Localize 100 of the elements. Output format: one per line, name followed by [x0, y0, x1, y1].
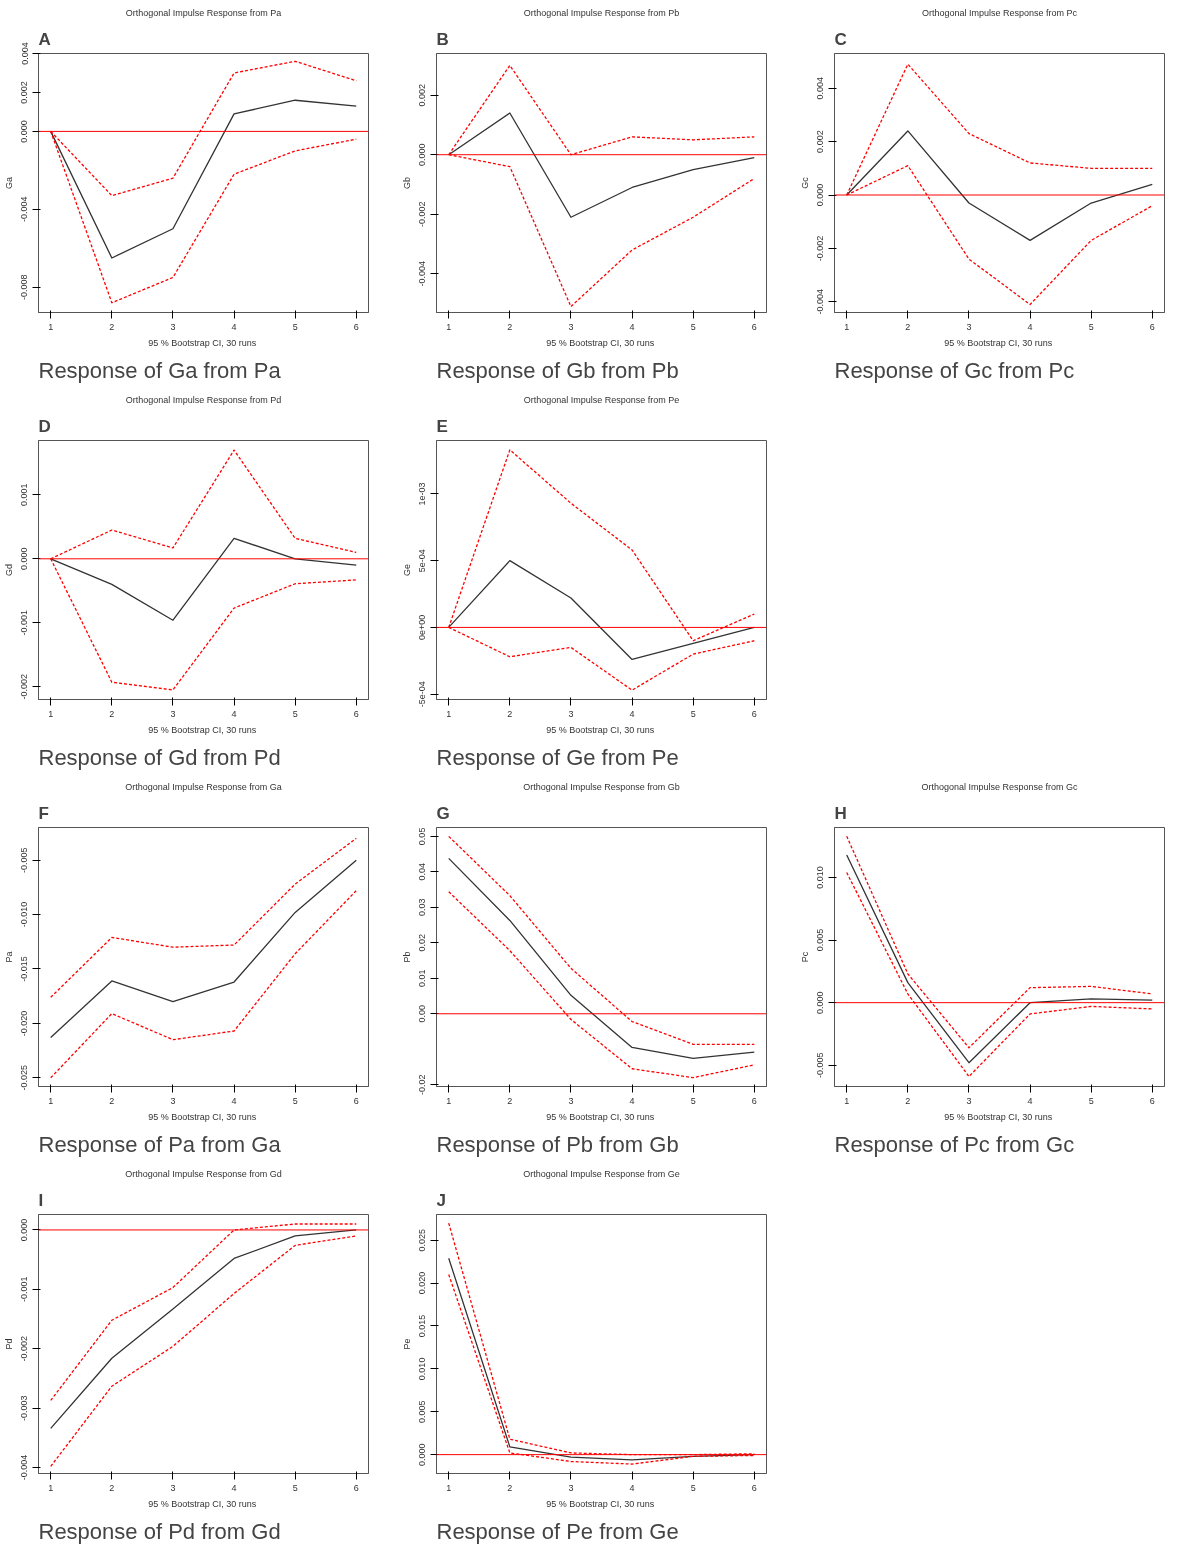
- y-tick-label: -0.005: [19, 847, 30, 873]
- x-tick-label: 6: [751, 708, 757, 719]
- text: Response of Gb from Pb: [436, 357, 679, 383]
- x-tick-label: 4: [1027, 1095, 1033, 1106]
- x-tick-label: 3: [568, 1095, 574, 1106]
- x-axis-title: 95 % Bootstrap CI, 30 runs: [148, 1498, 257, 1509]
- y-tick-label: 0.020: [417, 1271, 428, 1295]
- x-axis-title: 95 % Bootstrap CI, 30 runs: [148, 1111, 257, 1122]
- y-tick-label: 0.010: [815, 866, 826, 889]
- chart-title: Orthogonal Impulse Response from Ge: [523, 1168, 680, 1179]
- y-tick-label: 0.03: [417, 898, 428, 917]
- y-axis-title: Gc: [799, 176, 810, 189]
- y-tick-label: 0.05: [417, 827, 428, 846]
- x-tick-label: 3: [568, 1482, 574, 1493]
- text: J: [436, 1190, 446, 1210]
- x-tick-label: 6: [353, 321, 359, 332]
- x-axis-title: 95 % Bootstrap CI, 30 runs: [944, 337, 1053, 348]
- text: C: [834, 29, 847, 49]
- y-tick-label: 0.000: [417, 1443, 428, 1466]
- x-tick-label: 3: [568, 708, 574, 719]
- chart-title: Orthogonal Impulse Response from Pa: [125, 7, 282, 18]
- y-tick-label: 0.01: [417, 969, 428, 988]
- x-tick-label: 3: [170, 321, 176, 332]
- x-tick-label: 3: [170, 708, 176, 719]
- y-axis-title: Pd: [3, 1338, 14, 1350]
- y-tick-label: 0.00: [417, 1004, 428, 1023]
- x-axis-title: 95 % Bootstrap CI, 30 runs: [546, 724, 655, 735]
- y-tick-label: 0.000: [19, 1218, 30, 1242]
- y-tick-label: -0.005: [815, 1052, 826, 1078]
- x-tick-label: 5: [292, 1482, 298, 1493]
- x-tick-label: 4: [231, 1095, 237, 1106]
- x-tick-label: 5: [1088, 1095, 1094, 1106]
- y-tick-label: -0.004: [815, 289, 826, 315]
- y-tick-label: -0.008: [19, 274, 30, 300]
- chart-title: Orthogonal Impulse Response from Pd: [125, 394, 282, 405]
- y-axis-title: Pa: [3, 951, 14, 963]
- y-tick-label: -0.020: [19, 1010, 30, 1037]
- text: D: [38, 416, 51, 436]
- chart-title: Orthogonal Impulse Response from Pc: [921, 7, 1078, 18]
- x-tick-label: 5: [292, 708, 298, 719]
- y-tick-label: 0.005: [417, 1400, 428, 1424]
- text: B: [436, 29, 449, 49]
- y-tick-label: 0.004: [19, 42, 30, 65]
- x-tick-label: 2: [507, 708, 513, 719]
- text: H: [834, 803, 847, 823]
- text: Response of Gd from Pd: [38, 744, 281, 770]
- x-tick-label: 2: [109, 708, 115, 719]
- x-tick-label: 3: [966, 321, 972, 332]
- y-tick-label: -0.025: [19, 1065, 30, 1091]
- x-axis-title: 95 % Bootstrap CI, 30 runs: [546, 1498, 655, 1509]
- x-tick-label: 4: [629, 1095, 635, 1106]
- text: Response of Gc from Pc: [834, 357, 1075, 383]
- text: Response of Pb from Gb: [436, 1131, 679, 1157]
- y-tick-label: 0.005: [815, 928, 826, 952]
- x-tick-label: 6: [751, 1482, 757, 1493]
- x-tick-label: 1: [446, 1095, 452, 1106]
- y-tick-label: 0.002: [19, 81, 30, 104]
- x-tick-label: 2: [109, 321, 115, 332]
- y-axis-title: Ge: [401, 563, 412, 576]
- y-axis-title: Pe: [401, 1338, 412, 1350]
- chart-title: Orthogonal Impulse Response from Pb: [523, 7, 680, 18]
- y-tick-label: 0.000: [19, 120, 30, 143]
- x-tick-label: 2: [109, 1482, 115, 1493]
- x-tick-label: 4: [629, 321, 635, 332]
- y-axis-title: Pc: [799, 951, 810, 963]
- x-tick-label: 5: [292, 321, 298, 332]
- y-tick-label: -0.002: [19, 673, 30, 700]
- x-tick-label: 4: [231, 321, 237, 332]
- x-tick-label: 2: [507, 1095, 513, 1106]
- x-tick-label: 3: [568, 321, 574, 332]
- x-axis-title: 95 % Bootstrap CI, 30 runs: [546, 337, 655, 348]
- y-tick-label: -0.004: [19, 1454, 30, 1481]
- y-tick-label: -0.002: [815, 235, 826, 262]
- y-tick-label: 0.000: [815, 991, 826, 1014]
- x-tick-label: 5: [292, 1095, 298, 1106]
- y-tick-label: -0.003: [19, 1395, 30, 1421]
- x-tick-label: 3: [170, 1482, 176, 1493]
- y-tick-label: 0.02: [417, 934, 428, 952]
- y-tick-label: -0.015: [19, 956, 30, 982]
- x-tick-label: 1: [48, 321, 54, 332]
- text: Response of Ga from Pa: [38, 357, 282, 383]
- x-tick-label: 6: [353, 1482, 359, 1493]
- x-tick-label: 1: [844, 1095, 850, 1106]
- text: Response of Pd from Gd: [38, 1518, 281, 1544]
- x-tick-label: 5: [690, 321, 696, 332]
- x-tick-label: 1: [48, 708, 54, 719]
- x-tick-label: 4: [1027, 321, 1033, 332]
- x-tick-label: 5: [690, 1482, 696, 1493]
- x-tick-label: 6: [1149, 321, 1155, 332]
- x-tick-label: 2: [905, 1095, 911, 1106]
- x-tick-label: 2: [109, 1095, 115, 1106]
- y-tick-label: -5e-04: [417, 681, 428, 708]
- y-tick-label: 0.04: [417, 863, 428, 881]
- x-tick-label: 3: [966, 1095, 972, 1106]
- y-tick-label: 0.000: [815, 183, 826, 207]
- x-tick-label: 1: [48, 1482, 54, 1493]
- x-axis-title: 95 % Bootstrap CI, 30 runs: [148, 337, 257, 348]
- x-tick-label: 6: [751, 321, 757, 332]
- x-axis-title: 95 % Bootstrap CI, 30 runs: [148, 724, 257, 735]
- y-tick-label: -0.002: [19, 1335, 30, 1362]
